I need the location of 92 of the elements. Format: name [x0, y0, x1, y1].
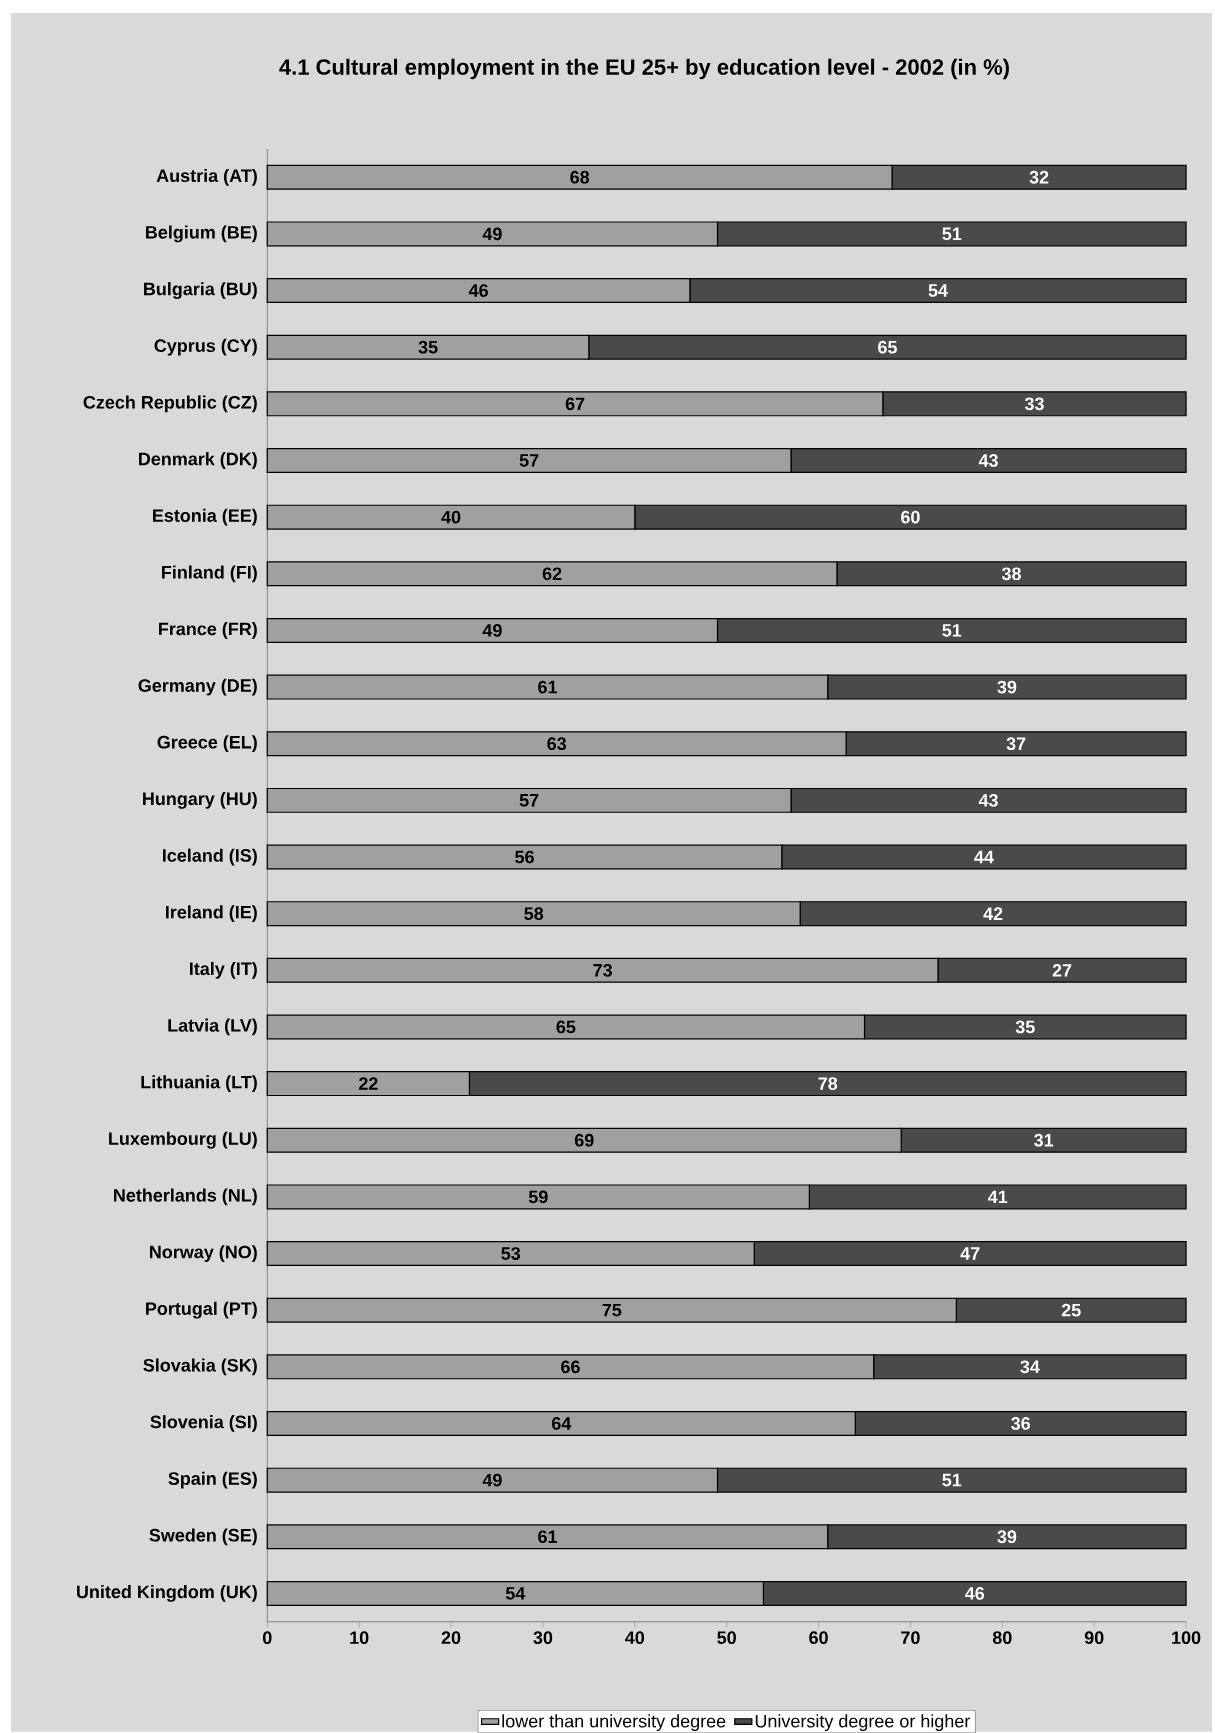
data-label: 63	[547, 737, 567, 751]
data-label: 39	[997, 680, 1017, 694]
y-tick-label: Luxembourg (LU)	[109, 1131, 257, 1149]
data-label: 61	[538, 1530, 558, 1544]
data-label: 37	[1006, 737, 1026, 751]
data-label: 54	[505, 1587, 526, 1600]
x-tick-label: 0	[262, 1631, 272, 1645]
y-tick-label: Lithuania (LT)	[141, 1075, 257, 1092]
data-label: 64	[551, 1417, 572, 1430]
data-label: 67	[565, 397, 585, 411]
data-label: 34	[1020, 1360, 1040, 1374]
y-tick-label: Estonia (EE)	[153, 508, 257, 526]
y-tick-label: Latvia (LV)	[168, 1018, 257, 1036]
y-tick-label: Spain (ES)	[168, 1471, 257, 1489]
y-tick-label: Sweden (SE)	[149, 1528, 257, 1546]
data-label: 68	[570, 170, 590, 184]
y-tick-label: Slovakia (SK)	[143, 1358, 257, 1376]
x-tick-label: 80	[992, 1631, 1012, 1645]
data-label: 53	[501, 1247, 521, 1260]
x-tick-label: 10	[350, 1631, 369, 1645]
data-label: 59	[528, 1190, 548, 1204]
data-label: 42	[983, 907, 1003, 920]
x-tick-label: 50	[717, 1631, 736, 1645]
data-label: 56	[515, 850, 534, 864]
y-tick-label: Netherlands (NL)	[114, 1188, 257, 1206]
y-tick-label: France (FR)	[159, 622, 257, 639]
data-label: 27	[1052, 964, 1072, 977]
chart-title: 4.1 Cultural employment in the EU 25+ by education level - 2002 (in %)	[279, 58, 1009, 80]
y-tick-label: Greece (EL)	[157, 735, 257, 753]
x-tick-label: 30	[533, 1631, 553, 1645]
y-tick-label: Portugal (PT)	[146, 1301, 257, 1319]
y-tick-label: United Kingdom (UK)	[77, 1585, 257, 1602]
data-label: 22	[358, 1077, 378, 1090]
data-label: 43	[978, 454, 998, 467]
data-label: 57	[519, 454, 539, 467]
data-label: 78	[818, 1077, 838, 1090]
y-tick-label: Cyprus (CY)	[154, 338, 257, 356]
data-label: 31	[1034, 1133, 1054, 1147]
y-tick-label: Ireland (IE)	[166, 905, 257, 923]
legend-label: lower than university degree	[502, 1714, 726, 1732]
y-tick-label: Iceland (IS)	[163, 848, 257, 866]
data-label: 60	[901, 510, 920, 524]
data-label: 58	[524, 907, 544, 921]
y-tick-label: Austria (AT)	[156, 168, 257, 186]
data-label: 39	[997, 1530, 1017, 1544]
data-label: 36	[1011, 1417, 1031, 1430]
data-label: 25	[1061, 1303, 1081, 1317]
data-label: 35	[1015, 1020, 1035, 1034]
data-label: 57	[519, 794, 539, 807]
data-label: 43	[978, 793, 998, 807]
data-label: 61	[538, 680, 558, 694]
y-tick-label: Bulgaria (BU)	[144, 282, 257, 299]
data-label: 46	[468, 284, 488, 297]
x-tick-label: 40	[625, 1631, 645, 1645]
y-tick-label: Norway (NO)	[150, 1245, 257, 1262]
data-label: 51	[942, 1473, 962, 1487]
data-label: 51	[942, 227, 962, 241]
data-label: 38	[1001, 567, 1021, 581]
data-label: 46	[965, 1587, 985, 1600]
x-tick-label: 100	[1172, 1631, 1201, 1645]
data-label: 33	[1024, 397, 1044, 411]
y-tick-label: Slovenia (SI)	[150, 1415, 257, 1432]
data-label: 51	[942, 624, 962, 637]
x-tick-label: 90	[1084, 1631, 1104, 1645]
data-label: 35	[418, 340, 438, 354]
x-tick-label: 70	[901, 1631, 920, 1645]
y-tick-label: Germany (DE)	[138, 678, 257, 696]
x-tick-label: 60	[809, 1631, 828, 1645]
data-label: 47	[960, 1247, 980, 1260]
data-label: 44	[974, 850, 994, 864]
data-label: 66	[561, 1360, 580, 1374]
data-label: 75	[602, 1303, 622, 1317]
data-label: 49	[482, 227, 502, 241]
data-label: 54	[928, 284, 948, 297]
x-tick-label: 20	[441, 1631, 461, 1645]
data-label: 65	[878, 340, 897, 354]
data-label: 69	[574, 1133, 594, 1147]
data-label: 65	[556, 1020, 576, 1034]
data-label: 73	[593, 963, 612, 977]
y-tick-label: Italy (IT)	[190, 961, 257, 979]
y-tick-label: Hungary (HU)	[143, 791, 257, 809]
data-label: 32	[1029, 170, 1049, 184]
y-tick-label: Finland (FI)	[162, 565, 257, 583]
data-label: 49	[482, 624, 502, 637]
y-tick-label: Belgium (BE)	[146, 225, 257, 243]
data-label: 41	[987, 1190, 1008, 1204]
data-label: 62	[542, 567, 562, 581]
y-tick-label: Czech Republic (CZ)	[83, 395, 257, 413]
y-tick-label: Denmark (DK)	[139, 452, 257, 469]
data-label: 49	[482, 1473, 502, 1487]
legend-label: University degree or higher	[755, 1714, 970, 1732]
data-label: 40	[441, 510, 461, 524]
